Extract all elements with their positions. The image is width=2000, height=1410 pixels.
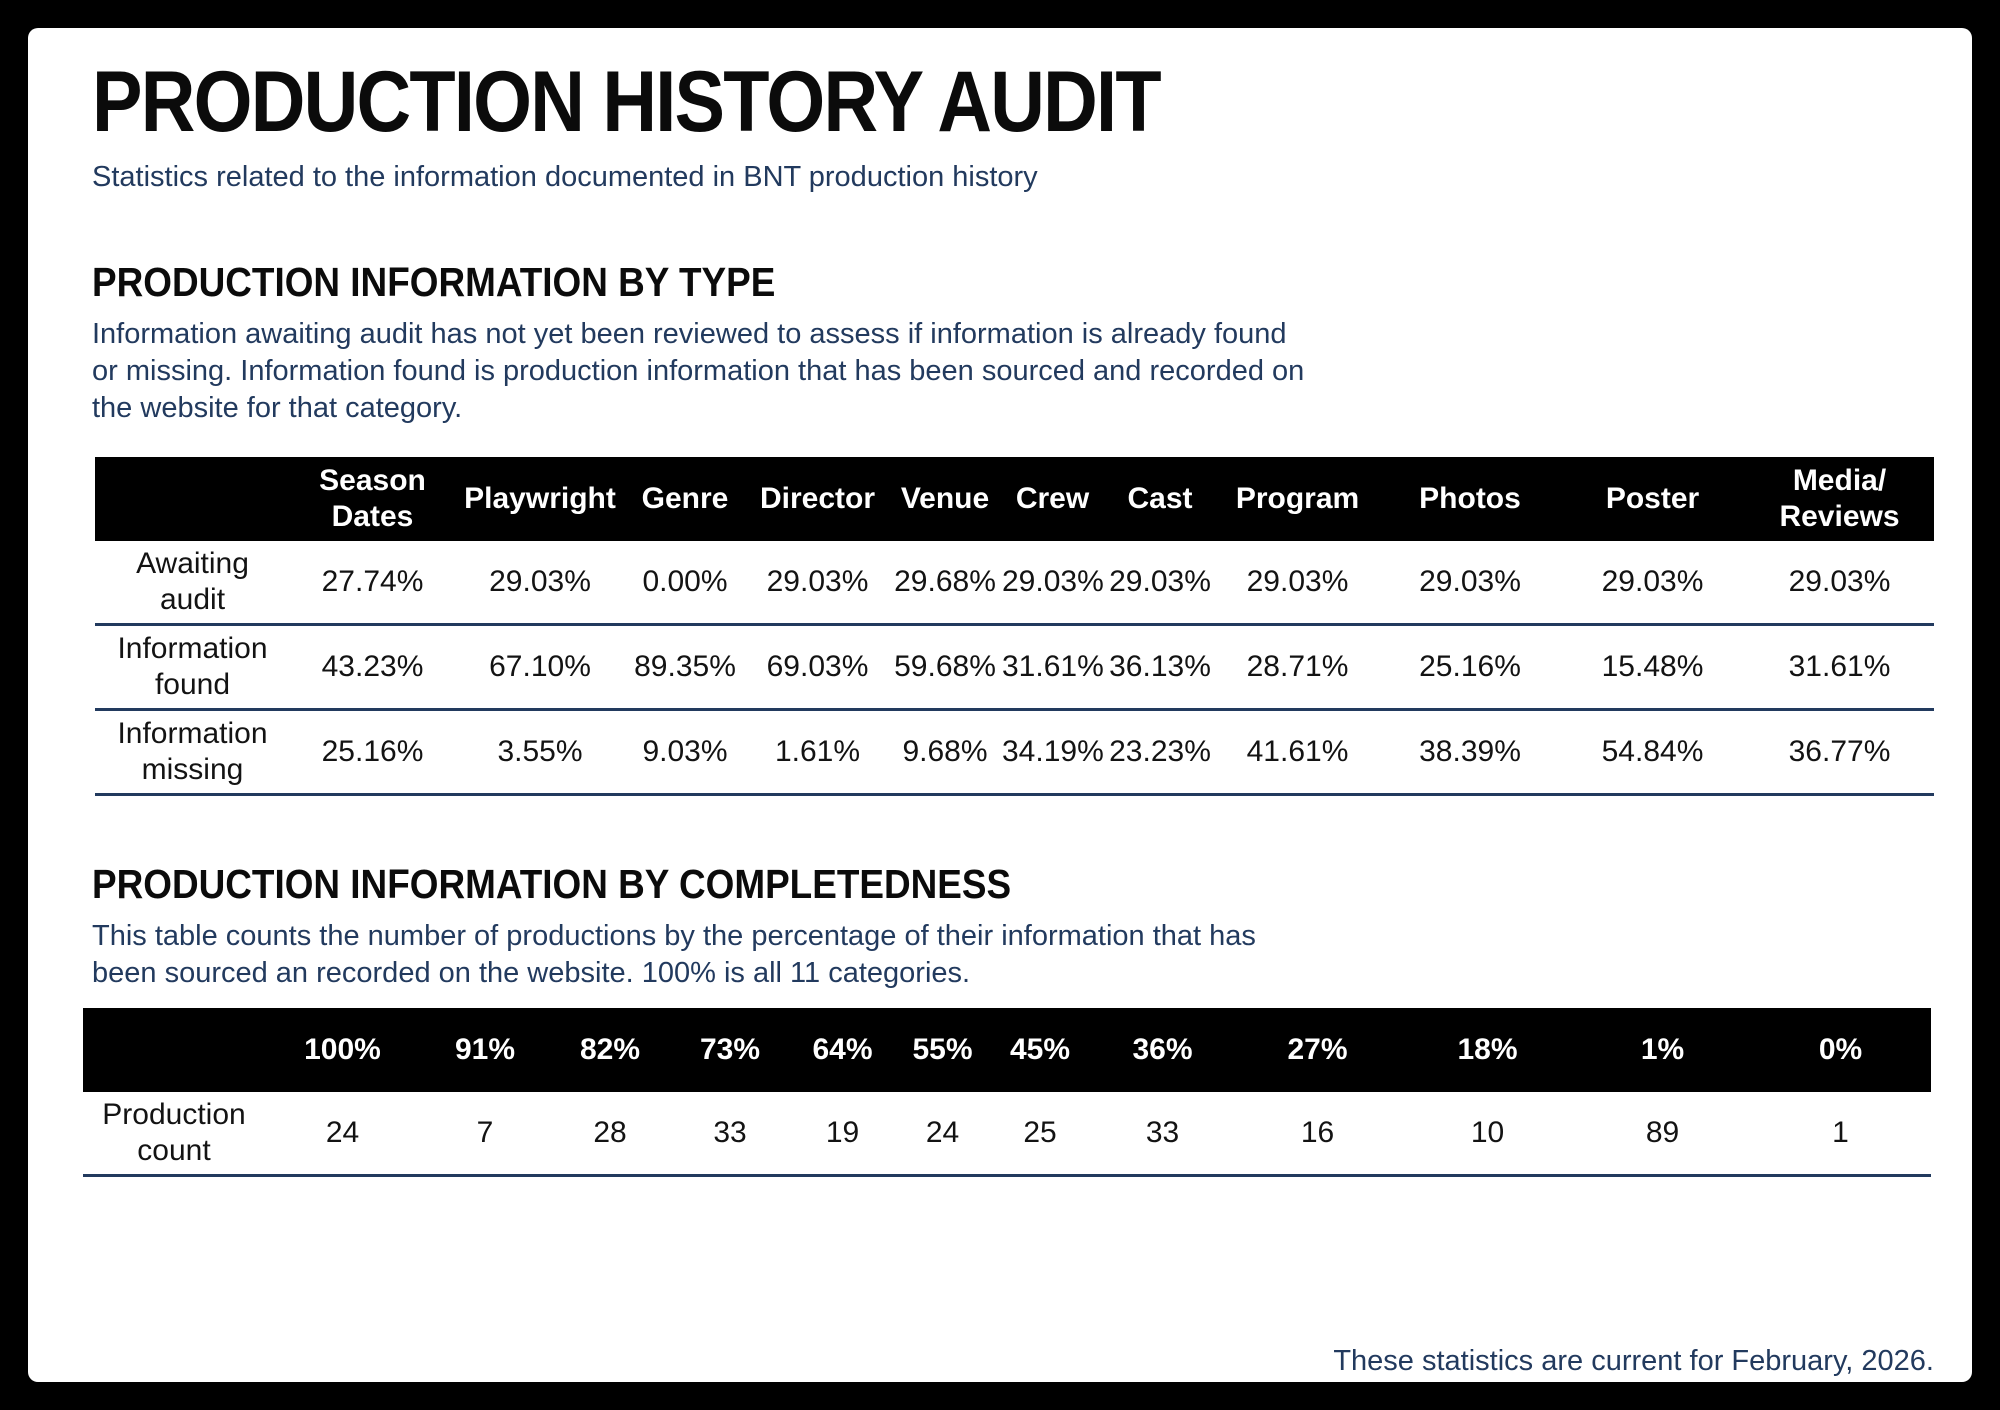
corner-cell [83, 1007, 265, 1092]
column-header: 1% [1575, 1007, 1750, 1092]
column-header: 45% [990, 1007, 1090, 1092]
table-cell: 24 [925, 1115, 960, 1149]
table-cell: 36.13% [1109, 649, 1211, 683]
table-cell: 33 [713, 1115, 747, 1149]
table-cell: 89.35% [634, 649, 736, 683]
column-header: Photos [1380, 456, 1560, 541]
table-header-row: Season Dates Playwright Genre Director Venue… [95, 456, 1934, 541]
table-cell: 9.68% [902, 734, 988, 768]
section-heading-by-completedness: PRODUCTION INFORMATION BY COMPLETEDNESS [92, 860, 1012, 907]
table-cell: 29.03% [1419, 564, 1521, 598]
column-header: Playwright [455, 456, 625, 541]
table-cell: 67.10% [489, 649, 591, 683]
row-label: Production count [102, 1097, 246, 1167]
table-production-information-by-type: Season Dates Playwright Genre Director Venue… [95, 456, 1934, 796]
table-cell: 3.55% [497, 734, 583, 768]
table-cell: 29.03% [1246, 564, 1349, 598]
table-cell: 23.23% [1109, 734, 1211, 768]
table-cell: 59.68% [894, 649, 996, 683]
table-cell: 28 [593, 1115, 627, 1149]
section-production-information-by-type: PRODUCTION INFORMATION BY TYPE Informati… [92, 258, 1934, 796]
table-cell: 29.03% [1002, 564, 1104, 598]
column-header: 82% [550, 1007, 670, 1092]
column-header: Genre [625, 456, 745, 541]
table-cell: 27.74% [321, 564, 424, 598]
section-production-information-by-completedness: PRODUCTION INFORMATION BY COMPLETEDNESS … [83, 860, 1934, 1177]
table-cell: 15.48% [1601, 649, 1704, 683]
table-cell: 31.61% [1788, 649, 1891, 683]
column-header: 36% [1090, 1007, 1235, 1092]
table-cell: 29.03% [1601, 564, 1704, 598]
table-cell: 34.19% [1002, 734, 1104, 768]
table-cell: 33 [1145, 1115, 1180, 1149]
table-cell: 0.00% [642, 564, 728, 598]
row-label: Awaiting audit [136, 546, 249, 616]
table-cell: 54.84% [1601, 734, 1704, 768]
column-header: Venue [890, 456, 1000, 541]
row-label: Information found [117, 631, 268, 701]
column-header: Director [745, 456, 890, 541]
section-heading-by-type: PRODUCTION INFORMATION BY TYPE [92, 258, 776, 305]
table-cell: 69.03% [766, 649, 869, 683]
table-cell: 29.03% [1788, 564, 1891, 598]
table-header-row: 100% 91% 82% 73% 64% 55% 45% 36% 27% 18% 1% 0% [83, 1007, 1931, 1092]
column-header: Cast [1105, 456, 1215, 541]
table-cell: 28.71% [1246, 649, 1349, 683]
table-cell: 29.03% [1109, 564, 1211, 598]
table-cell: 29.03% [489, 564, 591, 598]
table-cell: 9.03% [642, 734, 728, 768]
column-header: Media/ Reviews [1745, 456, 1934, 541]
table-cell: 7 [476, 1115, 494, 1149]
table-production-information-by-completedness: 100% 91% 82% 73% 64% 55% 45% 36% 27% 18% 1% 0% Prod… [83, 1007, 1931, 1177]
table-cell: 25 [1023, 1115, 1057, 1149]
table-cell: 19 [825, 1115, 860, 1149]
column-header: 100% [265, 1007, 420, 1092]
column-header: Poster [1560, 456, 1745, 541]
column-header: Program [1215, 456, 1380, 541]
row-label: Information missing [117, 716, 268, 786]
column-header: 27% [1235, 1007, 1400, 1092]
column-header: 18% [1400, 1007, 1575, 1092]
document-page: PRODUCTION HISTORY AUDIT Statistics rela… [28, 28, 1972, 1382]
page-title: PRODUCTION HISTORY AUDIT [92, 54, 1162, 150]
table-cell: 1.61% [774, 734, 861, 768]
table-cell: 25.16% [1419, 649, 1521, 683]
section-description-by-type: Information awaiting audit has not yet b… [92, 317, 1305, 424]
table-cell: 41.61% [1246, 734, 1349, 768]
column-header: Season Dates [290, 456, 455, 541]
table-cell: 31.61% [1002, 649, 1104, 683]
table-cell: 24 [325, 1115, 360, 1149]
table-row: Awaiting audit 27.74% 29.03% 0.00% 29.03% 29.… [95, 541, 1934, 625]
column-header: 91% [420, 1007, 550, 1092]
table-cell: 16 [1300, 1115, 1335, 1149]
table-row: Information missing 25.16% 3.55% 9.03% 1.61%… [95, 709, 1934, 795]
table-cell: 10 [1470, 1115, 1505, 1149]
column-header: 55% [895, 1007, 990, 1092]
corner-cell [95, 456, 290, 541]
table-row: Production count 24 7 28 33 19 24 25 33 16 10 89 1 [83, 1092, 1931, 1176]
table-cell: 25.16% [321, 734, 424, 768]
column-header: 73% [670, 1007, 790, 1092]
table-cell: 43.23% [321, 649, 424, 683]
table-cell: 1 [1832, 1115, 1849, 1149]
footer-note: These statistics are current for Februar… [1333, 1344, 1934, 1377]
column-header: 64% [790, 1007, 895, 1092]
table-cell: 29.03% [766, 564, 869, 598]
page-subtitle: Statistics related to the information do… [92, 160, 1038, 193]
table-row: Information found 43.23% 67.10% 89.35% 69.03… [95, 624, 1934, 710]
column-header: Crew [1000, 456, 1105, 541]
section-description-by-completedness: This table counts the number of producti… [92, 919, 1256, 989]
table-cell: 36.77% [1788, 734, 1891, 768]
table-cell: 29.68% [894, 564, 996, 598]
column-header: 0% [1750, 1007, 1931, 1092]
table-cell: 38.39% [1419, 734, 1521, 768]
table-cell: 89 [1645, 1115, 1680, 1149]
